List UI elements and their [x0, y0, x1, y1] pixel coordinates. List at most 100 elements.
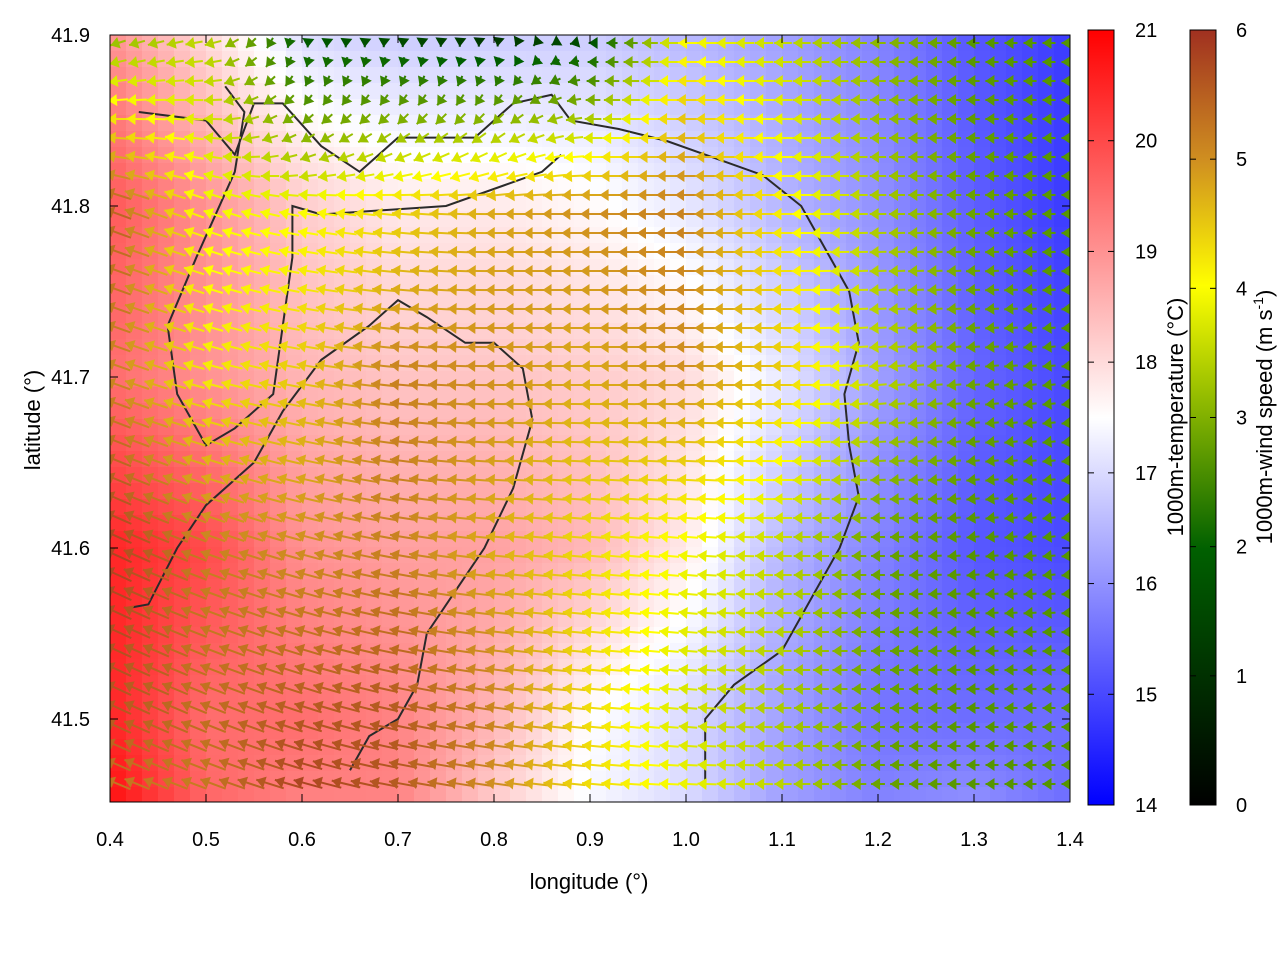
heatmap-cell — [1038, 355, 1055, 372]
heatmap-cell — [798, 355, 815, 372]
heatmap-cell — [414, 691, 431, 708]
heatmap-cell — [510, 707, 527, 724]
heatmap-cell — [606, 83, 623, 100]
heatmap-cell — [382, 83, 399, 100]
heatmap-cell — [302, 787, 319, 802]
heatmap-cell — [702, 291, 719, 308]
heatmap-cell — [638, 579, 655, 596]
heatmap-cell — [414, 99, 431, 116]
heatmap-cell — [766, 787, 783, 802]
heatmap-cell — [558, 499, 575, 516]
heatmap-cell — [414, 83, 431, 100]
heatmap-cell — [350, 787, 367, 802]
heatmap-cell — [398, 307, 415, 324]
heatmap-cell — [286, 499, 303, 516]
heatmap-cell — [110, 435, 127, 452]
heatmap-cell — [1038, 291, 1055, 308]
heatmap-cell — [702, 179, 719, 196]
heatmap-cell — [254, 67, 271, 84]
heatmap-cell — [590, 131, 607, 148]
heatmap-cell — [542, 787, 559, 802]
heatmap-cell — [494, 323, 511, 340]
heatmap-cell — [414, 579, 431, 596]
heatmap-cell — [318, 611, 335, 628]
heatmap-cell — [638, 787, 655, 802]
heatmap-cell — [318, 99, 335, 116]
heatmap-cell — [510, 227, 527, 244]
heatmap-cell — [510, 611, 527, 628]
heatmap-cell — [590, 595, 607, 612]
heatmap-cell — [206, 579, 223, 596]
heatmap-cell — [974, 691, 991, 708]
heatmap-cell — [270, 179, 287, 196]
heatmap-cell — [638, 83, 655, 100]
heatmap-cell — [654, 787, 671, 802]
heatmap-cell — [382, 179, 399, 196]
heatmap-cell — [462, 83, 479, 100]
heatmap-cell — [974, 227, 991, 244]
heatmap-cell — [414, 787, 431, 802]
heatmap-cell — [222, 787, 239, 802]
heatmap-cell — [558, 787, 575, 802]
heatmap-cell — [798, 387, 815, 404]
heatmap-cell — [782, 83, 799, 100]
heatmap-cell — [782, 787, 799, 802]
heatmap-cell — [734, 291, 751, 308]
heatmap-cell — [494, 131, 511, 148]
heatmap-cell — [430, 179, 447, 196]
heatmap-cell — [126, 67, 143, 84]
heatmap-cell — [206, 499, 223, 516]
heatmap-cell — [782, 755, 799, 772]
heatmap-cell — [270, 499, 287, 516]
heatmap-cell — [478, 291, 495, 308]
heatmap-cell — [478, 387, 495, 404]
heatmap-cell — [542, 179, 559, 196]
heatmap-cell — [190, 611, 207, 628]
heatmap-cell — [494, 211, 511, 228]
heatmap-cell — [1006, 691, 1023, 708]
heatmap-cell — [782, 387, 799, 404]
heatmap-cell — [590, 275, 607, 292]
heatmap-cell — [430, 387, 447, 404]
heatmap-cell — [222, 195, 239, 212]
heatmap-cell — [190, 275, 207, 292]
heatmap-cell — [318, 787, 335, 802]
heatmap-cell — [494, 387, 511, 404]
heatmap-cell — [606, 211, 623, 228]
heatmap-cell — [510, 291, 527, 308]
heatmap-cell — [526, 499, 543, 516]
heatmap-cell — [606, 787, 623, 802]
heatmap-cell — [478, 483, 495, 500]
heatmap-cell — [382, 499, 399, 516]
heatmap-cell — [462, 707, 479, 724]
heatmap-cell — [974, 179, 991, 196]
heatmap-cell — [638, 67, 655, 84]
heatmap-cell — [158, 515, 175, 532]
heatmap-cell — [158, 499, 175, 516]
heatmap-cell — [878, 483, 895, 500]
heatmap-cell — [526, 691, 543, 708]
heatmap-cell — [430, 35, 447, 52]
heatmap-cell — [478, 51, 495, 68]
heatmap-cell — [590, 755, 607, 772]
heatmap-cell — [174, 387, 191, 404]
heatmap-cell — [910, 83, 927, 100]
heatmap-cell — [158, 787, 175, 802]
heatmap-cell — [334, 179, 351, 196]
heatmap-cell — [350, 195, 367, 212]
heatmap-cell — [222, 291, 239, 308]
heatmap-cell — [974, 563, 991, 580]
heatmap-cell — [126, 99, 143, 116]
heatmap-cell — [158, 195, 175, 212]
heatmap-cell — [942, 355, 959, 372]
heatmap-cell — [270, 403, 287, 420]
heatmap-cell — [606, 451, 623, 468]
heatmap-cell — [494, 483, 511, 500]
heatmap-cell — [478, 195, 495, 212]
heatmap-cell — [1054, 787, 1070, 802]
heatmap-cell — [398, 323, 415, 340]
heatmap-cell — [142, 195, 159, 212]
heatmap-cell — [494, 691, 511, 708]
heatmap-cell — [782, 499, 799, 516]
